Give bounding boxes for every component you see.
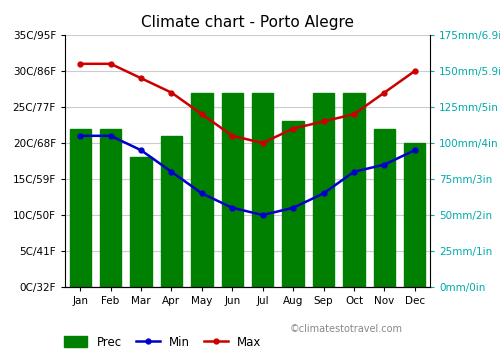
Bar	[252, 93, 274, 287]
Bar	[100, 128, 122, 287]
Bar	[344, 93, 364, 287]
Bar	[374, 128, 395, 287]
Legend: Prec, Min, Max: Prec, Min, Max	[64, 336, 262, 349]
Text: ©climatestotravel.com: ©climatestotravel.com	[290, 324, 403, 334]
Bar	[404, 143, 425, 287]
Bar	[313, 93, 334, 287]
Bar	[161, 136, 182, 287]
Title: Climate chart - Porto Alegre: Climate chart - Porto Alegre	[141, 15, 354, 30]
Bar	[70, 128, 91, 287]
Bar	[282, 121, 304, 287]
Bar	[222, 93, 243, 287]
Bar	[130, 158, 152, 287]
Bar	[191, 93, 212, 287]
